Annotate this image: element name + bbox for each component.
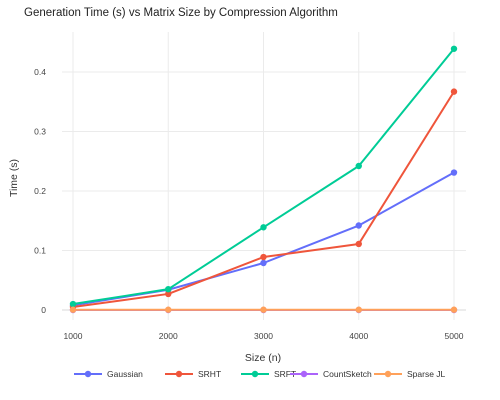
- legend-label: SRFT: [274, 369, 296, 379]
- x-tick-label: 3000: [254, 331, 273, 341]
- axis-ticks: 1000 2000 3000 4000 5000 0 0.1 0.2 0.3 0.4: [34, 67, 464, 341]
- legend-item-sparse-jl[interactable]: Sparse JL: [374, 369, 446, 379]
- x-tick-label: 2000: [159, 331, 178, 341]
- legend-item-srht[interactable]: SRHT: [165, 369, 221, 379]
- y-tick-label: 0.2: [34, 186, 46, 196]
- legend-item-gaussian[interactable]: Gaussian: [74, 369, 143, 379]
- y-tick-label: 0.3: [34, 127, 46, 137]
- data-point[interactable]: [355, 222, 362, 229]
- data-point[interactable]: [260, 306, 267, 313]
- data-point[interactable]: [355, 306, 362, 313]
- data-point[interactable]: [260, 224, 267, 231]
- legend-item-srft[interactable]: SRFT: [241, 369, 296, 379]
- x-tick-label: 5000: [445, 331, 464, 341]
- data-point[interactable]: [165, 290, 172, 298]
- legend[interactable]: Gaussian SRHT SRFT CountSketch Sparse JL: [74, 369, 446, 379]
- y-tick-label: 0.4: [34, 67, 46, 77]
- data-point[interactable]: [165, 285, 172, 293]
- legend-swatch-marker: [175, 370, 183, 378]
- legend-label: CountSketch: [323, 369, 372, 379]
- x-tick-label: 1000: [64, 331, 83, 341]
- x-tick-label: 4000: [349, 331, 368, 341]
- x-axis-title: Size (n): [245, 352, 281, 364]
- data-point[interactable]: [450, 88, 458, 95]
- legend-label: Gaussian: [107, 369, 143, 379]
- grid-lines: [62, 32, 466, 320]
- data-point[interactable]: [450, 306, 458, 313]
- data-point[interactable]: [165, 306, 172, 313]
- legend-swatch-marker: [84, 370, 92, 378]
- series-lines: [69, 45, 458, 314]
- chart-title: Generation Time (s) vs Matrix Size by Co…: [24, 7, 338, 19]
- series-sparse-jl[interactable]: [69, 306, 458, 313]
- data-point[interactable]: [69, 300, 77, 308]
- legend-swatch-marker: [300, 370, 308, 378]
- y-axis-title: Time (s): [8, 159, 20, 197]
- data-point[interactable]: [355, 162, 362, 170]
- data-point[interactable]: [450, 45, 458, 52]
- data-point[interactable]: [355, 240, 362, 248]
- y-tick-label: 0: [41, 305, 46, 315]
- legend-label: Sparse JL: [407, 369, 446, 379]
- series-srft[interactable]: [69, 45, 458, 308]
- data-point[interactable]: [260, 259, 267, 267]
- legend-label: SRHT: [198, 369, 221, 379]
- legend-swatch-marker: [384, 370, 392, 378]
- data-point[interactable]: [260, 253, 267, 261]
- data-point[interactable]: [69, 306, 77, 313]
- legend-item-countsketch[interactable]: CountSketch: [290, 369, 372, 379]
- legend-swatch-marker: [251, 370, 259, 378]
- data-point[interactable]: [450, 169, 458, 176]
- y-tick-label: 0.1: [34, 246, 46, 256]
